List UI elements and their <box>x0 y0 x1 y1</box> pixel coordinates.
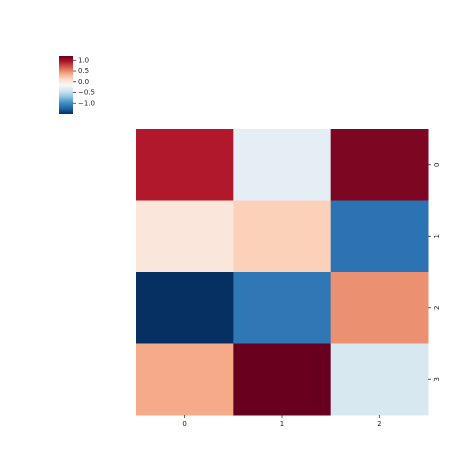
heatmap-cell <box>330 343 429 416</box>
x-tick-label: 0 <box>182 420 186 428</box>
y-tick-label: 2 <box>433 306 441 310</box>
colorbar-tick-label: 0.0 <box>78 78 89 86</box>
y-tick-label: 1 <box>433 234 441 238</box>
colorbar-tick-label: −1.0 <box>78 99 95 107</box>
heatmap-cell <box>330 129 429 201</box>
colorbar-tick-label: 0.5 <box>78 67 89 75</box>
heatmap-cell <box>136 129 234 201</box>
heatmap-cell <box>136 272 234 344</box>
heatmap-cell <box>233 343 332 416</box>
heatmap-cell <box>233 200 332 273</box>
heatmap-cell <box>233 129 332 201</box>
x-tick-label: 1 <box>280 420 284 428</box>
colorbar-tick-label: 1.0 <box>78 56 89 64</box>
heatmap-cell <box>330 200 429 273</box>
heatmap-cell <box>136 200 234 273</box>
y-tick-label: 0 <box>433 163 441 167</box>
colorbar-tick-label: −0.5 <box>78 89 95 97</box>
heatmap-cell <box>330 272 429 344</box>
heatmap-cell <box>233 272 332 344</box>
x-tick-label: 2 <box>377 420 381 428</box>
heatmap-cell <box>136 343 234 416</box>
colorbar <box>59 56 73 114</box>
y-tick-label: 3 <box>433 377 441 381</box>
